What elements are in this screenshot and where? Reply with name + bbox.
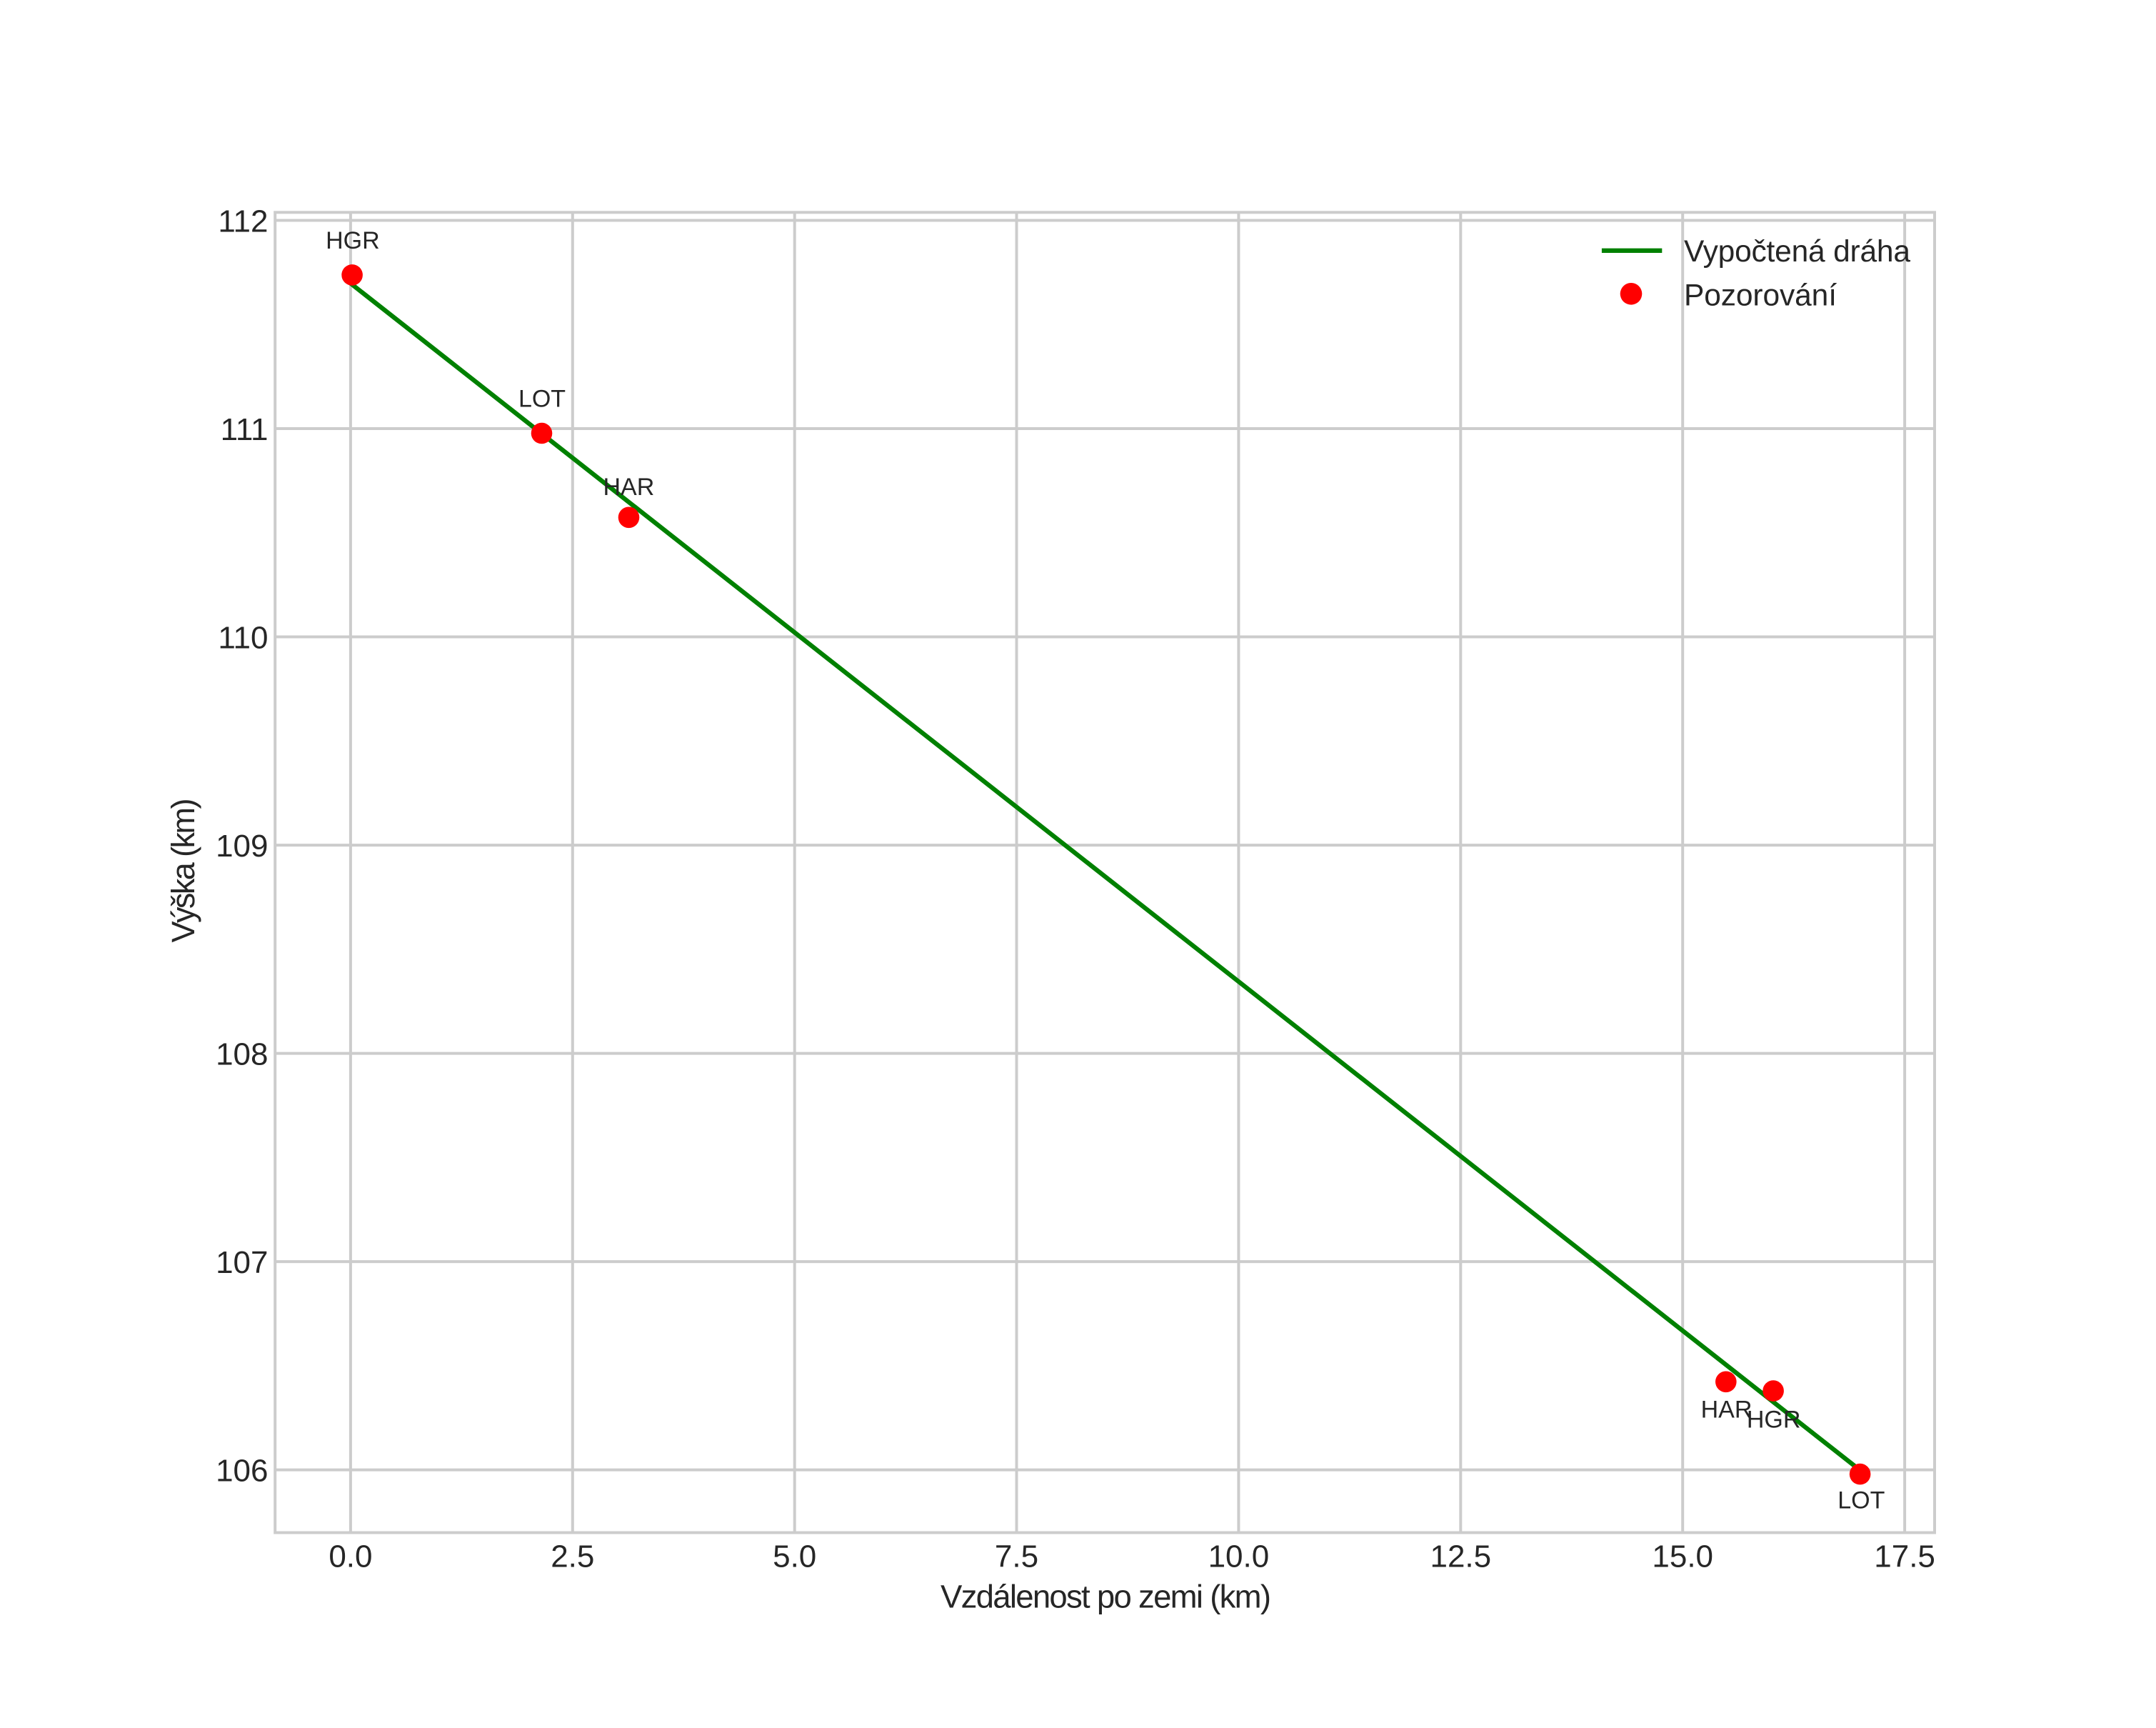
svg-text:109: 109	[216, 829, 268, 864]
svg-text:106: 106	[216, 1454, 268, 1489]
svg-text:7.5: 7.5	[995, 1539, 1038, 1574]
svg-text:2.5: 2.5	[551, 1539, 594, 1574]
svg-text:108: 108	[216, 1037, 268, 1072]
svg-text:5.0: 5.0	[773, 1539, 816, 1574]
svg-text:10.0: 10.0	[1208, 1539, 1270, 1574]
svg-text:Vzdálenost po zemi (km): Vzdálenost po zemi (km)	[941, 1579, 1271, 1615]
svg-text:HGR: HGR	[326, 227, 380, 254]
svg-text:17.5: 17.5	[1874, 1539, 1935, 1574]
svg-text:LOT: LOT	[1837, 1487, 1885, 1514]
svg-text:111: 111	[221, 412, 269, 447]
svg-text:Vypočtená dráha: Vypočtená dráha	[1684, 235, 1910, 269]
svg-text:LOT: LOT	[518, 386, 566, 413]
svg-text:15.0: 15.0	[1652, 1539, 1713, 1574]
svg-text:HAR: HAR	[1701, 1397, 1753, 1424]
svg-text:0.0: 0.0	[329, 1539, 372, 1574]
svg-text:HAR: HAR	[603, 474, 655, 501]
svg-text:HGR: HGR	[1747, 1406, 1801, 1433]
svg-text:Pozorování: Pozorování	[1684, 279, 1837, 313]
svg-text:12.5: 12.5	[1430, 1539, 1491, 1574]
svg-text:112: 112	[218, 204, 268, 239]
svg-text:107: 107	[216, 1245, 268, 1280]
svg-text:110: 110	[218, 621, 268, 656]
svg-text:Výška (km): Výška (km)	[165, 799, 201, 943]
